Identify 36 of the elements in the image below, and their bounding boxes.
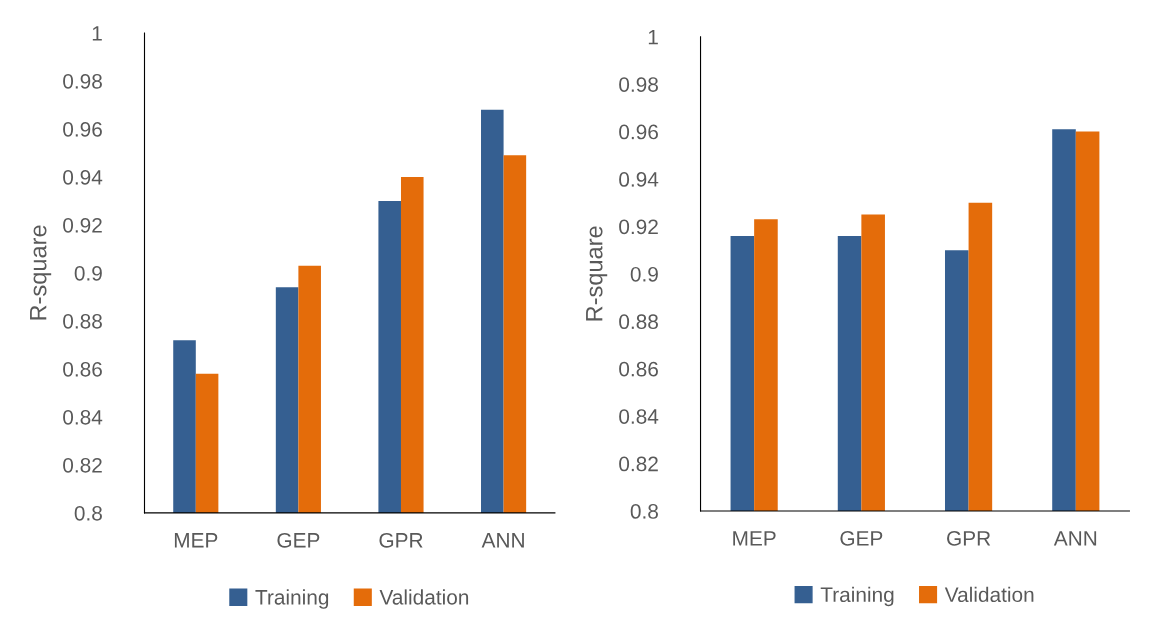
y-tick-label: 0.88 bbox=[63, 313, 102, 329]
legend-label: Training bbox=[255, 589, 329, 609]
y-tick-label: 0.82 bbox=[619, 456, 658, 472]
y-tick-label: 0.98 bbox=[619, 77, 658, 92]
x-tick-label: ANN bbox=[481, 533, 524, 548]
y-tick-label: 0.96 bbox=[63, 121, 102, 137]
y-tick-label: 1 bbox=[648, 29, 658, 45]
y-tick-label: 1 bbox=[92, 26, 102, 41]
y-tick-label: 0.92 bbox=[619, 219, 658, 235]
y-tick-label: 0.86 bbox=[63, 361, 102, 377]
x-tick-label: GPR bbox=[947, 531, 991, 546]
y-axis-title: R-square bbox=[586, 226, 608, 321]
y-axis-title: R-square bbox=[30, 225, 52, 320]
y-tick-label: 0.9 bbox=[74, 265, 102, 281]
legend-label: Validation bbox=[944, 586, 1034, 603]
y-tick-label: 0.9 bbox=[630, 266, 658, 282]
y-tick-label: 0.94 bbox=[63, 169, 103, 185]
x-tick-label: GPR bbox=[379, 532, 423, 548]
y-tick-label: 0.84 bbox=[63, 409, 103, 425]
y-tick-label: 0.8 bbox=[630, 504, 658, 519]
x-tick-label: MEP bbox=[733, 531, 776, 546]
y-tick-label: 0.88 bbox=[619, 314, 658, 330]
y-tick-label: 0.92 bbox=[63, 217, 102, 233]
y-tick-label: 0.86 bbox=[619, 361, 658, 377]
y-tick-label: 0.96 bbox=[619, 124, 658, 140]
x-tick-label: GEP bbox=[277, 532, 320, 548]
legend-label: Training bbox=[820, 586, 894, 607]
x-tick-label: ANN bbox=[1053, 531, 1097, 546]
y-tick-label: 0.8 bbox=[74, 505, 102, 521]
x-tick-label: MEP bbox=[174, 533, 218, 548]
y-tick-label: 0.82 bbox=[63, 457, 102, 473]
y-tick-label: 0.84 bbox=[619, 409, 659, 424]
x-tick-label: GEP bbox=[840, 531, 883, 546]
y-tick-label: 0.98 bbox=[63, 73, 102, 89]
legend-label: Validation bbox=[379, 589, 469, 605]
y-tick-label: 0.94 bbox=[619, 172, 659, 187]
